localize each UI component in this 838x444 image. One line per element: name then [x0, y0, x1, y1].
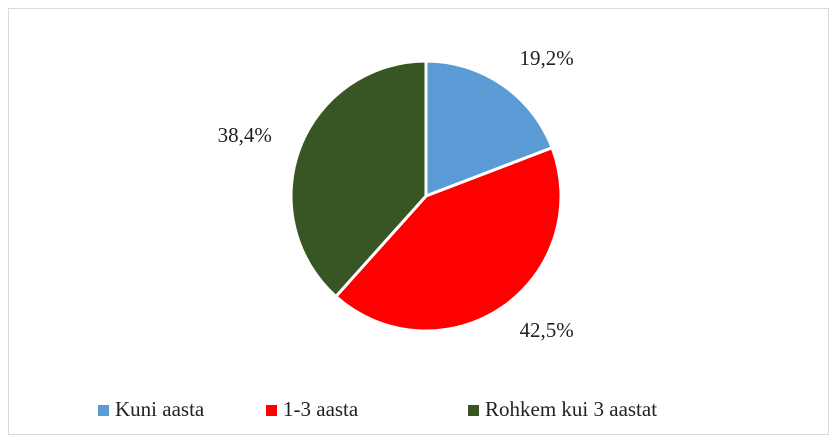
legend-swatch: [266, 405, 277, 416]
pie-slice: [289, 59, 428, 299]
legend-label: Kuni aasta: [115, 397, 205, 421]
data-label: 38,4%: [218, 123, 272, 147]
legend-label: 1-3 aasta: [283, 397, 359, 421]
pie-slice: [424, 59, 555, 199]
pie-slice: [333, 145, 563, 333]
data-label: 19,2%: [520, 46, 574, 70]
legend-label: Rohkem kui 3 aastat: [485, 397, 657, 421]
legend-swatch: [468, 405, 479, 416]
data-label: 42,5%: [520, 318, 574, 342]
legend-swatch: [98, 405, 109, 416]
